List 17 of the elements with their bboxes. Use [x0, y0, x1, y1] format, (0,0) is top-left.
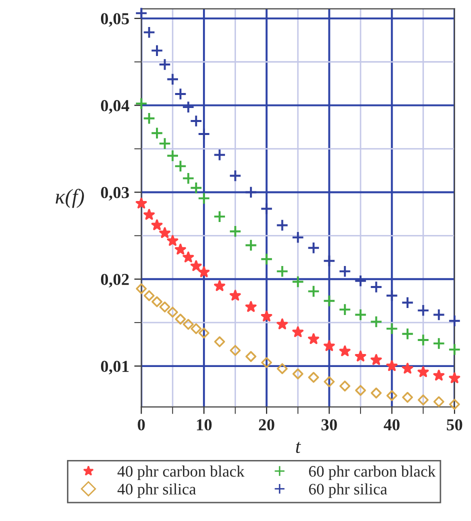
y-tick-label: 0,01 [100, 360, 129, 374]
y-tick-label: 0,02 [100, 274, 129, 288]
x-tick-label: 30 [322, 419, 337, 430]
legend-label: 40 phr silica [117, 483, 196, 498]
x-axis-title: t [296, 442, 301, 454]
y-axis-title: κ(f) [56, 188, 84, 208]
y-tick-label: 0,04 [100, 100, 130, 114]
x-tick-label: 10 [196, 419, 212, 430]
legend-label: 60 phr carbon black [309, 466, 436, 480]
x-tick-label: 20 [258, 419, 274, 430]
legend-label: 60 phr silica [309, 483, 388, 498]
y-tick-label: 0,03 [100, 186, 129, 201]
x-tick-label: 40 [384, 419, 400, 430]
y-tick-label: 0,05 [100, 13, 129, 27]
x-tick-label: 0 [138, 419, 145, 430]
x-tick-label: 50 [446, 419, 462, 430]
legend-label: 40 phr carbon black [117, 466, 244, 480]
